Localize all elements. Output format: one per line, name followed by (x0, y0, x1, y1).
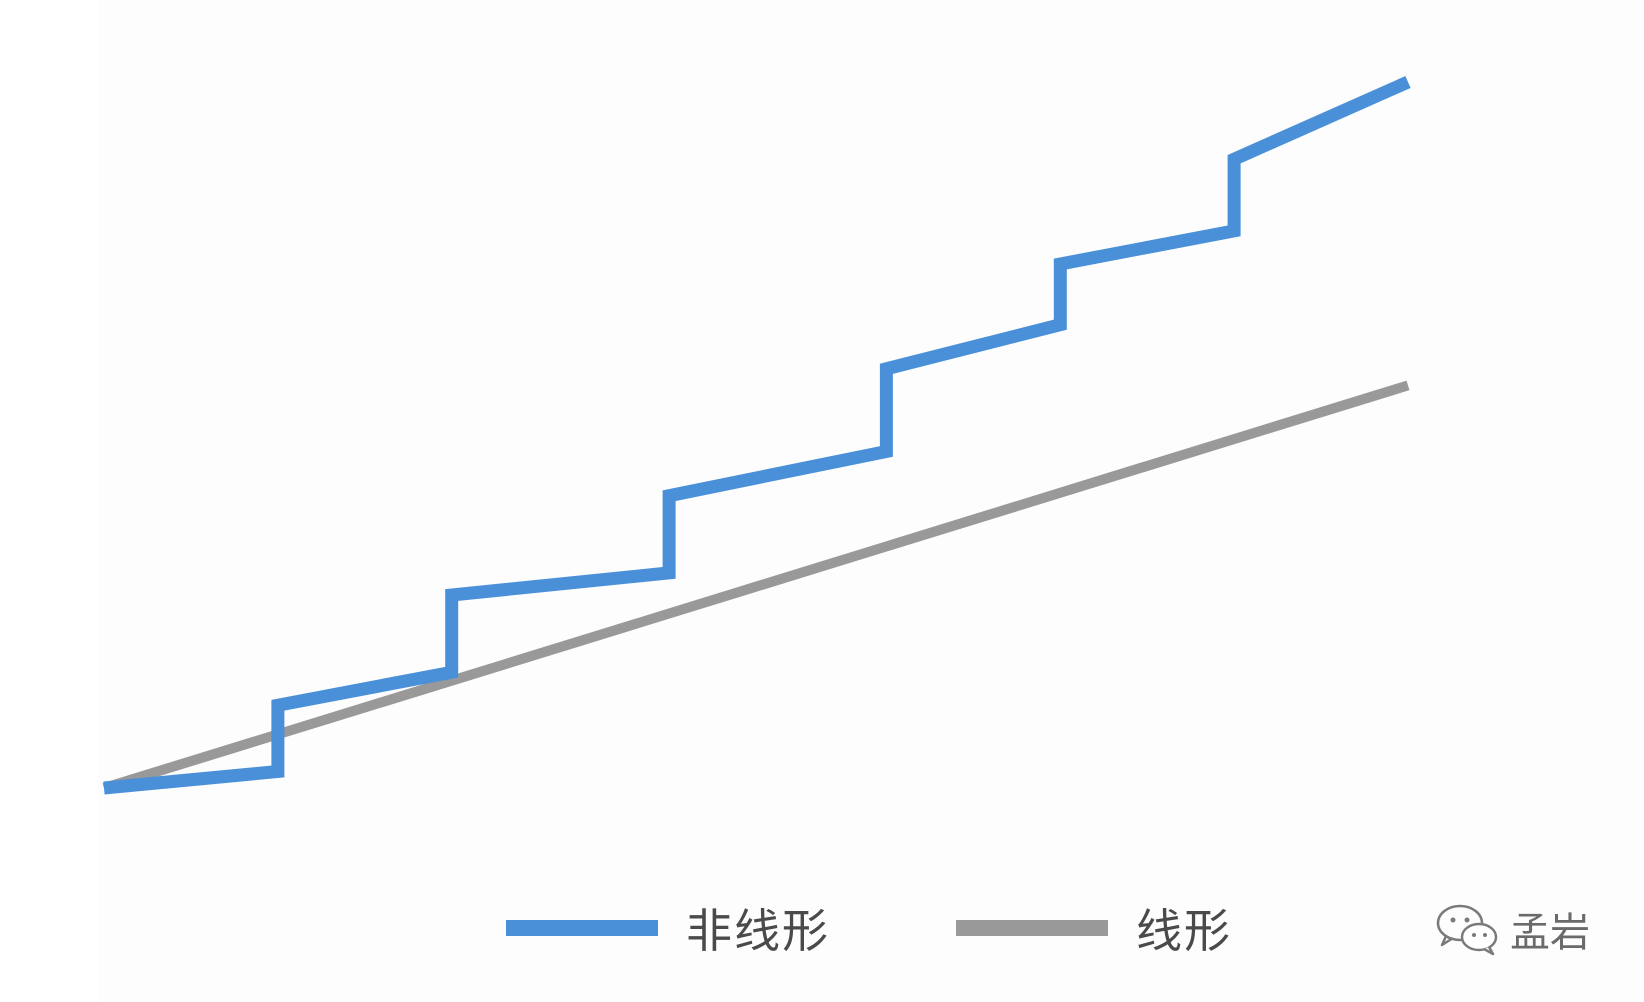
legend-label-nonlinear: 非线形 (686, 904, 830, 958)
wechat-icon (1436, 904, 1498, 956)
legend-swatch-linear (956, 920, 1108, 936)
watermark-text: 孟岩 (1510, 910, 1590, 956)
watermark: 孟岩 (1434, 900, 1590, 958)
legend-item-linear: 线形 (956, 898, 1232, 958)
legend-label-linear: 线形 (1136, 904, 1232, 958)
series-line-nonlinear (103, 76, 1411, 795)
legend-swatch-nonlinear (506, 920, 658, 936)
chart-area (98, 0, 1644, 1002)
legend-item-nonlinear: 非线形 (506, 898, 830, 958)
series-line-linear (102, 380, 1410, 793)
